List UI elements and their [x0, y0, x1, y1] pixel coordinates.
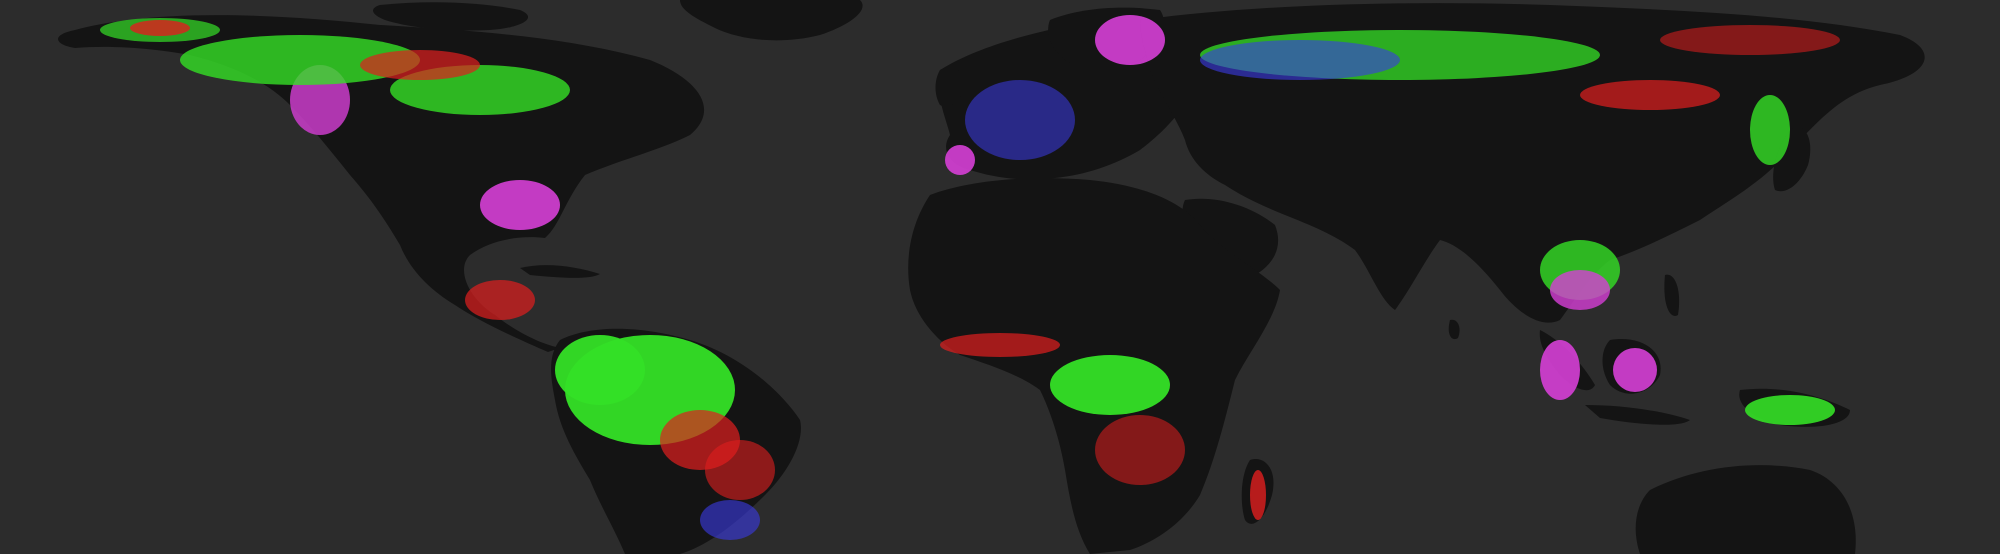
asia-landmass: [1140, 3, 1925, 323]
canada-boreal-patch: [180, 35, 420, 85]
greenland: [680, 0, 863, 41]
java: [1585, 405, 1690, 425]
philippines: [1664, 274, 1680, 316]
alaska-loss-patch: [130, 20, 190, 36]
east-africa-loss-patch: [1095, 415, 1185, 485]
russia-gain-patch: [1200, 40, 1400, 80]
far-east-loss-patch: [1660, 25, 1840, 55]
southeast-us-patch: [480, 180, 560, 230]
indochina-patch: [1550, 270, 1610, 310]
scandinavia-patch: [1095, 15, 1165, 65]
europe-gain-patch: [965, 80, 1075, 160]
cuba: [520, 265, 600, 278]
madagascar-loss-patch: [1250, 470, 1266, 520]
brazil-south-loss-patch: [705, 440, 775, 500]
australia: [1635, 465, 1856, 554]
iberia-patch: [945, 145, 975, 175]
arabian-peninsula: [1182, 198, 1279, 280]
amazon-west-patch: [555, 335, 645, 405]
new-guinea-forest-patch: [1745, 395, 1835, 425]
arctic-islands: [373, 2, 529, 31]
sri-lanka: [1448, 319, 1460, 340]
congo-forest-patch: [1050, 355, 1170, 415]
central-america-loss-patch: [465, 280, 535, 320]
sumatra-patch: [1540, 340, 1580, 400]
canada-loss-patch: [360, 50, 480, 80]
japan-forest-patch: [1750, 95, 1790, 165]
brazil-gain-patch: [700, 500, 760, 540]
russia-east-loss-patch: [1580, 80, 1720, 110]
british-isles: [935, 68, 966, 107]
borneo-patch: [1613, 348, 1657, 392]
west-africa-loss-patch: [940, 333, 1060, 357]
forest-change-overlay: [100, 15, 1840, 540]
